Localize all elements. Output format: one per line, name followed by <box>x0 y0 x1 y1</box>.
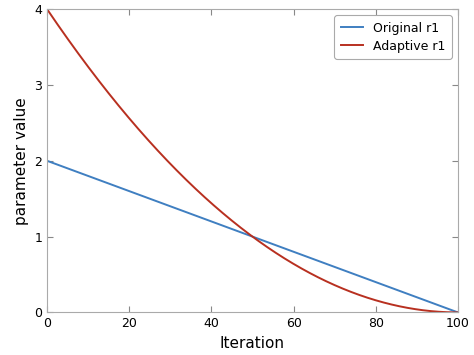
Adaptive r1 <box>225 215 231 220</box>
Original r1 <box>365 277 370 281</box>
Adaptive r1 <box>44 7 50 11</box>
Y-axis label: parameter value: parameter value <box>14 97 28 225</box>
Adaptive r1 <box>455 310 461 315</box>
Original r1 <box>455 310 461 315</box>
Legend: Original r1, Adaptive r1: Original r1, Adaptive r1 <box>334 15 452 59</box>
Adaptive r1 <box>210 203 216 207</box>
Line: Adaptive r1: Adaptive r1 <box>47 9 458 312</box>
Adaptive r1 <box>365 296 370 300</box>
Original r1 <box>372 280 378 284</box>
Original r1 <box>44 159 50 163</box>
Original r1 <box>86 174 92 179</box>
Adaptive r1 <box>86 66 92 70</box>
X-axis label: Iteration: Iteration <box>220 336 285 351</box>
Original r1 <box>210 220 216 224</box>
Adaptive r1 <box>372 298 378 302</box>
Adaptive r1 <box>326 280 332 285</box>
Original r1 <box>225 225 231 230</box>
Line: Original r1: Original r1 <box>47 161 458 312</box>
Original r1 <box>326 263 332 267</box>
